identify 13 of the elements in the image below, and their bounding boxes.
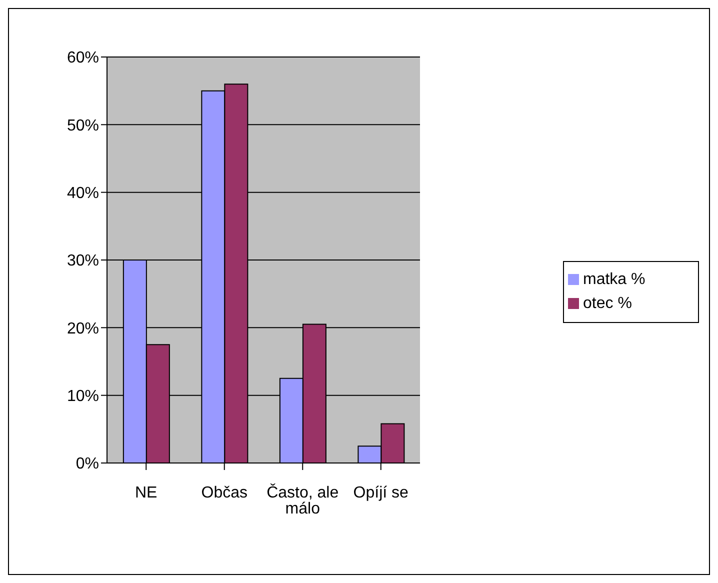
x-tick-label: NE (135, 484, 158, 502)
y-tick-label: 60% (66, 50, 99, 67)
x-tick-label: Často, ale málo (266, 483, 339, 518)
x-tick-label: Opíjí se (353, 484, 409, 502)
y-tick-label: 30% (66, 252, 99, 270)
legend-label: matka % (583, 270, 646, 288)
y-tick-label: 10% (66, 388, 99, 406)
y-tick-label: 40% (66, 185, 99, 202)
x-tick-label: Občas (201, 484, 248, 502)
legend-label: otec % (583, 294, 632, 312)
y-tick-label: 0% (76, 456, 99, 473)
y-tick-label: 20% (66, 320, 99, 338)
y-tick-label: 50% (66, 117, 99, 134)
